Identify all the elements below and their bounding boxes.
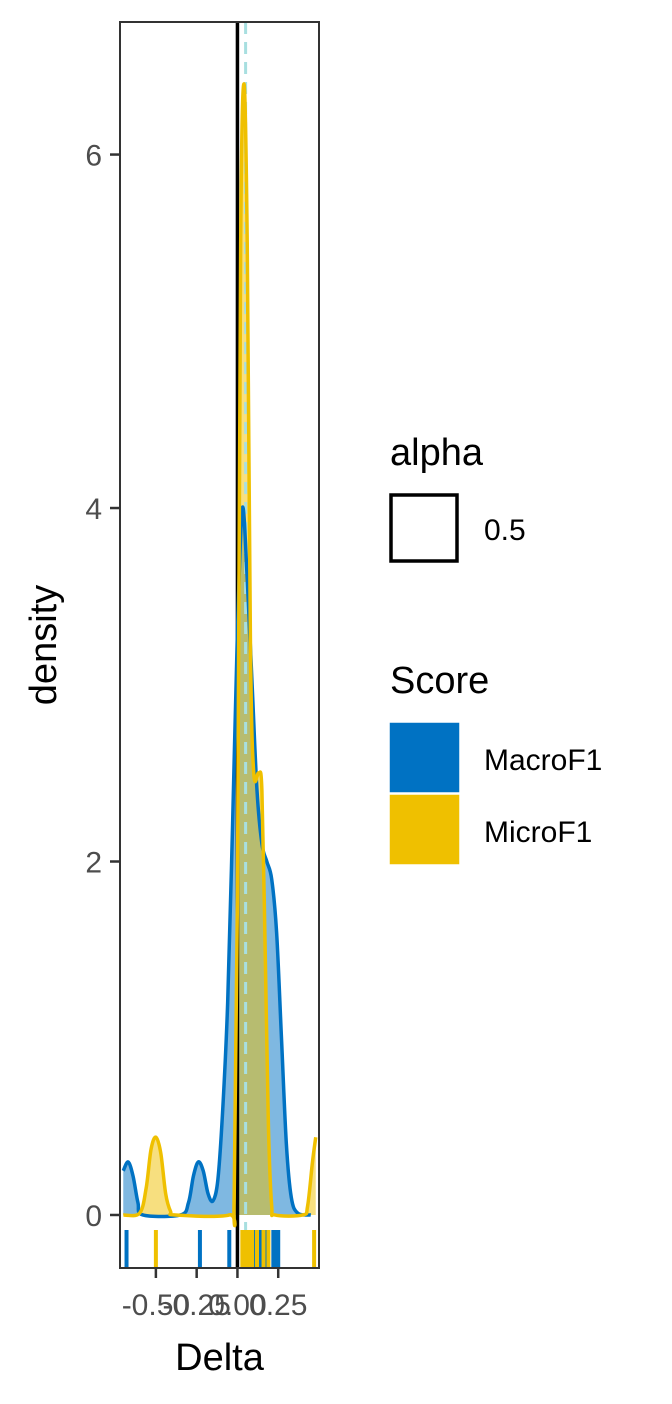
microf1-density-area	[123, 83, 316, 1226]
x-tick-label: 0.00	[208, 1289, 266, 1322]
y-tick-label: 4	[85, 493, 102, 526]
x-tick-label: -0.25	[162, 1289, 230, 1322]
x-axis: -0.50-0.250.000.25	[122, 1268, 307, 1322]
macrof1-density-area	[123, 506, 311, 1217]
rug-marks	[124, 1230, 317, 1267]
microf1-density-line	[123, 82, 318, 1228]
legends: alpha 0.5 Score MacroF1 MicroF1	[388, 432, 602, 866]
density-fills	[123, 83, 316, 1226]
macrof1-density-line	[121, 505, 312, 1219]
alpha-legend-key	[389, 493, 459, 563]
x-tick-label: 0.25	[249, 1289, 307, 1322]
density-lines	[121, 82, 318, 1228]
alpha-legend-title: alpha	[390, 432, 484, 474]
y-axis: 0 2 4 6	[85, 140, 120, 1233]
alpha-legend-label: 0.5	[484, 514, 526, 547]
y-tick-label: 2	[85, 847, 102, 880]
microf1-legend-swatch	[388, 793, 461, 866]
macrof1-legend-swatch	[388, 721, 461, 794]
microf1-legend-label: MicroF1	[484, 816, 592, 849]
score-legend-title: Score	[390, 660, 489, 702]
y-tick-label: 0	[85, 1200, 102, 1233]
macrof1-legend-label: MacroF1	[484, 744, 602, 777]
panel-border	[119, 21, 320, 1269]
y-tick-label: 6	[85, 140, 102, 173]
y-axis-label: density	[23, 585, 65, 705]
x-axis-label: Delta	[175, 1337, 265, 1379]
x-tick-label: -0.50	[122, 1289, 190, 1322]
